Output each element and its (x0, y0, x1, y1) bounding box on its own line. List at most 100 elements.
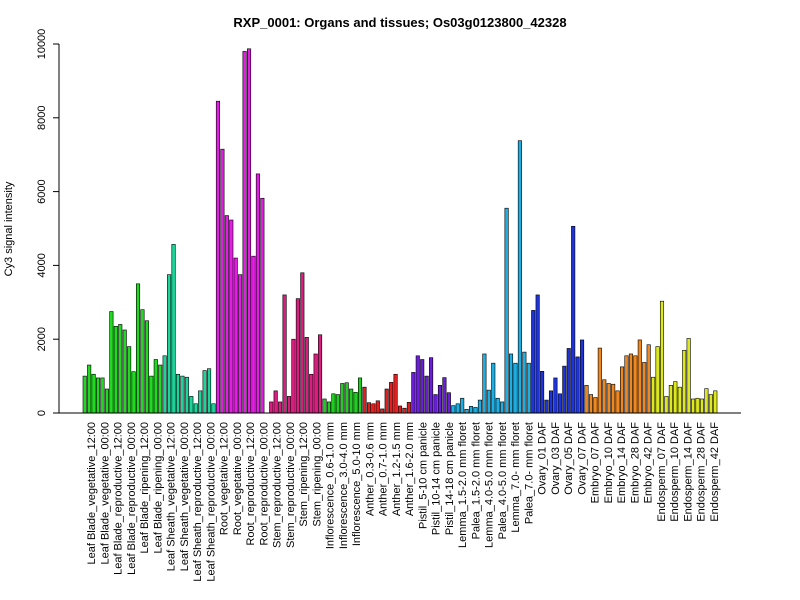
bar (704, 388, 709, 414)
bar (473, 407, 478, 414)
bar (322, 398, 327, 414)
bar (251, 255, 256, 414)
bar (677, 386, 682, 414)
bar (433, 394, 438, 414)
x-tick-label: Anther_0.3-0.6 mm (364, 422, 376, 516)
x-tick-label: Anther_0.7-1.0 mm (378, 422, 390, 516)
bar (637, 339, 642, 414)
x-tick-label: Embryo_42 DAF (643, 422, 655, 504)
x-tick-label: Leaf Blade_reproductive_00:00 (126, 422, 138, 575)
x-tick-label: Inflorescence_0.6-1.0 mm (325, 422, 337, 549)
x-tick-label: Pistil_14-18 cm panicle (444, 422, 456, 535)
bar (695, 397, 700, 414)
x-tick-label: Leaf Sheath_reproductive_12:00 (192, 422, 204, 582)
x-tick-label: Ovary_03 DAF (550, 422, 562, 495)
bar (211, 403, 216, 414)
bar (122, 329, 127, 414)
x-tick-label: Embryo_10 DAF (603, 422, 615, 504)
chart-title: RXP_0001: Organs and tissues; Os03g01238… (233, 15, 566, 30)
bar (531, 310, 536, 414)
bar (415, 355, 420, 414)
bar (580, 339, 585, 414)
bar (699, 398, 704, 414)
bar (91, 373, 96, 414)
bar (615, 390, 620, 414)
bar (255, 173, 260, 414)
bar (393, 373, 398, 414)
bar (451, 405, 456, 414)
bar (238, 274, 243, 414)
bar (167, 274, 172, 414)
bar (682, 349, 687, 414)
bar (575, 356, 580, 414)
x-tick-label: Leaf Blade_ripening_12:00 (139, 422, 151, 554)
bar (406, 401, 411, 414)
bar (362, 386, 367, 414)
bar (224, 215, 229, 414)
y-tick-label: 0 (36, 410, 48, 416)
bar (109, 311, 114, 414)
bar (233, 257, 238, 414)
bar (651, 376, 656, 414)
bar (624, 355, 629, 414)
bar (158, 364, 163, 414)
bar (522, 351, 527, 414)
bar (180, 375, 185, 414)
x-tick-label: Endosperm_28 DAF (696, 422, 708, 522)
bar (562, 365, 567, 414)
bar (371, 403, 376, 414)
bar (469, 406, 474, 414)
bar (189, 396, 194, 414)
bar (375, 400, 380, 414)
bar (309, 373, 314, 414)
y-axis-label: Cy3 signal intensity (3, 181, 15, 276)
bar (291, 338, 296, 414)
bar (202, 370, 207, 414)
bar (668, 385, 673, 414)
bar (548, 390, 554, 414)
x-tick-label: Root_reproductive_12:00 (245, 422, 257, 546)
bar-series (82, 48, 718, 414)
x-tick-label: Stem_reproductive_00:00 (285, 422, 297, 548)
bar (304, 337, 309, 414)
x-tick-label: Palea_4.0-5.0 mm floret (497, 422, 509, 539)
x-tick-label: Root_vegetative_12:00 (219, 422, 231, 535)
x-tick-label: Leaf Blade_ripening_00:00 (152, 422, 164, 554)
bar (193, 403, 198, 414)
x-tick-label: Ovary_01 DAF (537, 422, 549, 495)
bar (229, 219, 234, 414)
bar (198, 390, 203, 414)
bar (455, 403, 460, 414)
y-tick-label: 8000 (36, 106, 48, 130)
bar (402, 407, 407, 414)
bar (135, 283, 141, 414)
x-tick-label: Palea_1.5-2.0 mm floret (470, 422, 482, 539)
bar (628, 353, 633, 414)
bar (429, 357, 434, 414)
x-tick-label: Endosperm_14 DAF (682, 422, 694, 522)
y-tick-label: 4000 (36, 253, 48, 277)
x-tick-label: Embryo_28 DAF (629, 422, 641, 504)
bar (113, 325, 118, 414)
bar (611, 383, 616, 414)
bar (82, 375, 87, 414)
bar (242, 51, 247, 414)
bar (553, 377, 558, 414)
x-tick-label: Stem_reproductive_12:00 (272, 422, 284, 548)
x-tick-label: Lemma_1.5-2.0 mm floret (457, 422, 469, 548)
y-tick-label: 2000 (36, 327, 48, 351)
x-tick-label: Anther_1.6-2.0 mm (404, 422, 416, 516)
x-tick-label: Stem_ripening_12:00 (298, 422, 310, 527)
bar (584, 385, 589, 414)
bar (397, 405, 403, 414)
bar (446, 392, 451, 414)
x-tick-label: Lemma_7.0- mm floret (510, 422, 522, 533)
x-tick-label: Root_reproductive_00:00 (258, 422, 270, 546)
bar (571, 225, 576, 414)
bar (486, 389, 491, 414)
bar (340, 383, 345, 414)
bar (326, 401, 331, 414)
bar (620, 366, 625, 414)
bar (442, 377, 447, 414)
